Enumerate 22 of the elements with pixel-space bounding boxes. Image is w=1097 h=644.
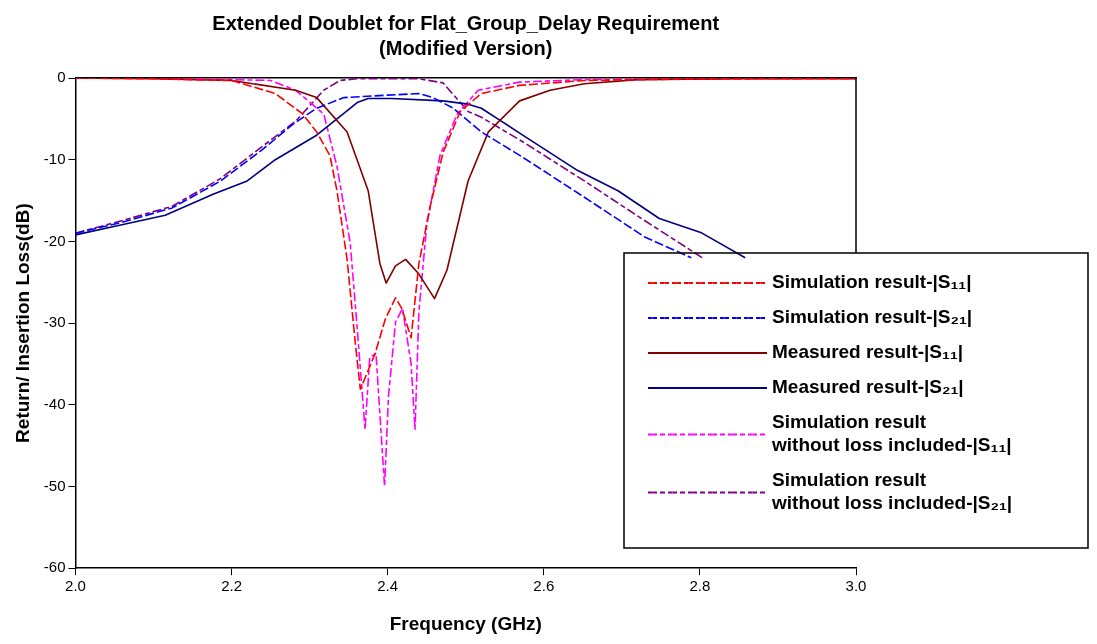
x-tick-label: 3.0 (845, 577, 867, 595)
x-tick-label: 2.0 (65, 577, 86, 595)
legend-label: Measured result-|S₂₁| (772, 376, 964, 398)
y-tick-label: -40 (43, 394, 66, 412)
y-tick-label: -20 (43, 231, 66, 249)
y-tick-label: -30 (43, 313, 66, 331)
x-tick-label: 2.2 (221, 577, 243, 595)
chart-title: Extended Doublet for Flat_Group_Delay Requirement (Modified Version) (212, 12, 720, 59)
x-axis-title: Frequency (GHz) (389, 612, 542, 634)
legend-label: Simulation result-|S₂₁| (772, 306, 973, 328)
legend-label: Simulation result without loss included-|S₁₁| (771, 411, 1012, 456)
legend-label: Simulation result without loss included-|S₂₁| (771, 469, 1013, 514)
y-tick-label: 0 (57, 68, 66, 86)
x-tick-label: 2.6 (533, 577, 555, 595)
x-tick-label: 2.8 (689, 577, 711, 595)
y-tick-label: -60 (43, 558, 66, 576)
y-axis-title: Return/ Insertion Loss(dB) (11, 203, 33, 443)
x-tick-label: 2.4 (377, 577, 399, 595)
legend-label: Measured result-|S₁₁| (772, 341, 964, 363)
y-tick-label: -50 (43, 476, 66, 494)
y-tick-label: -10 (43, 149, 66, 167)
legend-label: Simulation result-|S₁₁| (772, 271, 972, 293)
